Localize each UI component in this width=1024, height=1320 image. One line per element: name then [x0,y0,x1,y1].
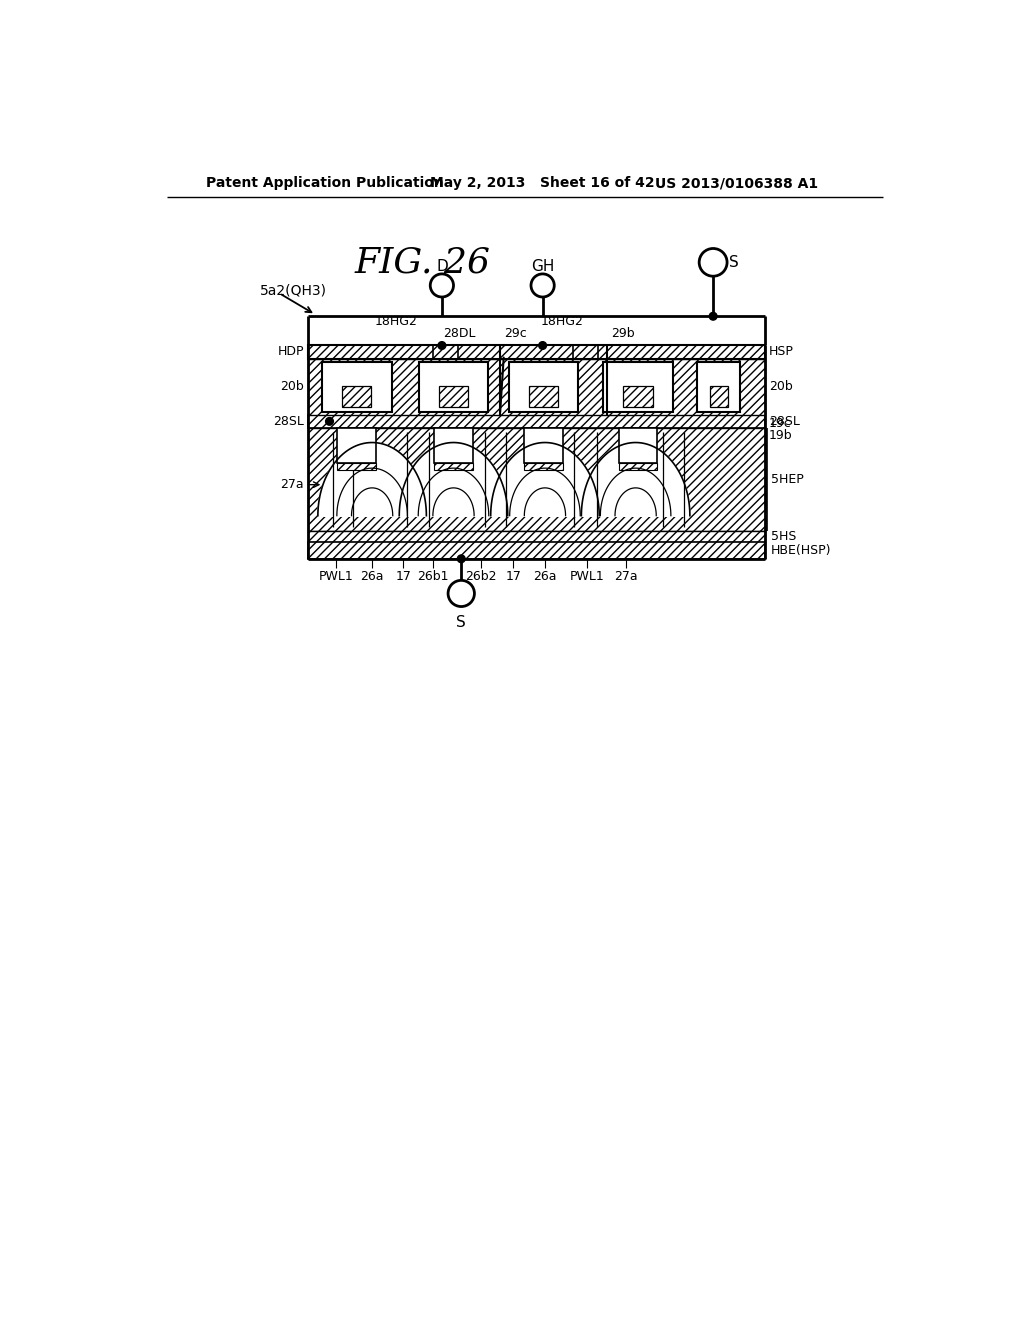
Bar [603,362,673,412]
Text: PWL1: PWL1 [318,570,353,583]
Bar [697,362,740,412]
Text: 27a: 27a [281,478,304,491]
Text: S: S [729,255,738,269]
Text: D: D [436,260,447,275]
Text: 20b: 20b [605,371,627,380]
Bar [308,359,765,414]
Text: HBE(HSP): HBE(HSP) [771,544,831,557]
Text: 5HS: 5HS [771,529,797,543]
Circle shape [430,275,454,297]
Bar [509,362,579,412]
Circle shape [326,417,334,425]
Text: 20c: 20c [511,371,531,380]
Text: 17: 17 [395,570,411,583]
Bar [308,543,765,558]
Text: FIG. 26: FIG. 26 [354,246,490,280]
Bar [618,428,657,462]
Text: GH: GH [530,260,554,275]
Text: 19b: 19b [769,429,793,442]
Bar [528,385,558,407]
Bar [434,428,473,462]
Bar [524,462,563,470]
Bar [308,345,433,359]
Text: 26b1: 26b1 [417,570,449,583]
Polygon shape [317,442,426,516]
Text: 5HEP: 5HEP [771,473,804,486]
Text: 26b2: 26b2 [465,570,497,583]
Text: S: S [457,615,466,630]
Polygon shape [399,442,508,516]
Text: 20b: 20b [421,371,442,380]
Bar [308,345,765,359]
Text: 27a: 27a [614,570,638,583]
Text: Patent Application Publication: Patent Application Publication [206,176,443,190]
Bar [524,428,563,462]
Bar [308,414,765,428]
Circle shape [438,342,445,350]
Text: 20b: 20b [769,380,793,393]
Bar [337,428,376,462]
Circle shape [449,581,474,607]
Polygon shape [490,442,599,516]
Circle shape [710,313,717,321]
Circle shape [458,554,465,562]
Bar [434,462,473,470]
Text: HDP: HDP [278,345,304,358]
Bar [458,345,572,359]
Text: 19c: 19c [769,417,792,430]
Bar [342,385,372,407]
Bar [308,428,765,531]
Bar [618,462,657,470]
Bar [337,462,376,470]
Text: 26a: 26a [534,570,557,583]
Bar [322,362,391,412]
Circle shape [699,248,727,276]
Circle shape [539,342,547,350]
Text: 29b: 29b [611,327,635,341]
Text: 20b: 20b [324,371,345,380]
Text: 18HG2: 18HG2 [541,315,584,329]
Bar [308,345,765,359]
Text: 18HG2: 18HG2 [374,315,417,329]
Text: 17: 17 [505,570,521,583]
Text: 20b: 20b [699,371,721,380]
Polygon shape [582,442,690,516]
Bar [624,385,652,407]
Bar [439,385,468,407]
Bar [598,345,765,359]
Text: US 2013/0106388 A1: US 2013/0106388 A1 [655,176,818,190]
Circle shape [531,275,554,297]
Bar [419,362,488,412]
Text: 20b: 20b [281,380,304,393]
Text: 29c: 29c [504,327,526,341]
Text: 28SL: 28SL [273,414,304,428]
Text: 28DL: 28DL [443,327,476,341]
Text: 28SL: 28SL [769,414,800,428]
Text: 26a: 26a [360,570,384,583]
Text: HSP: HSP [769,345,794,358]
Text: May 2, 2013   Sheet 16 of 42: May 2, 2013 Sheet 16 of 42 [430,176,655,190]
Text: 5a2(QH3): 5a2(QH3) [260,284,327,298]
Bar [710,385,727,407]
Text: PWL1: PWL1 [569,570,604,583]
Bar [308,531,765,543]
